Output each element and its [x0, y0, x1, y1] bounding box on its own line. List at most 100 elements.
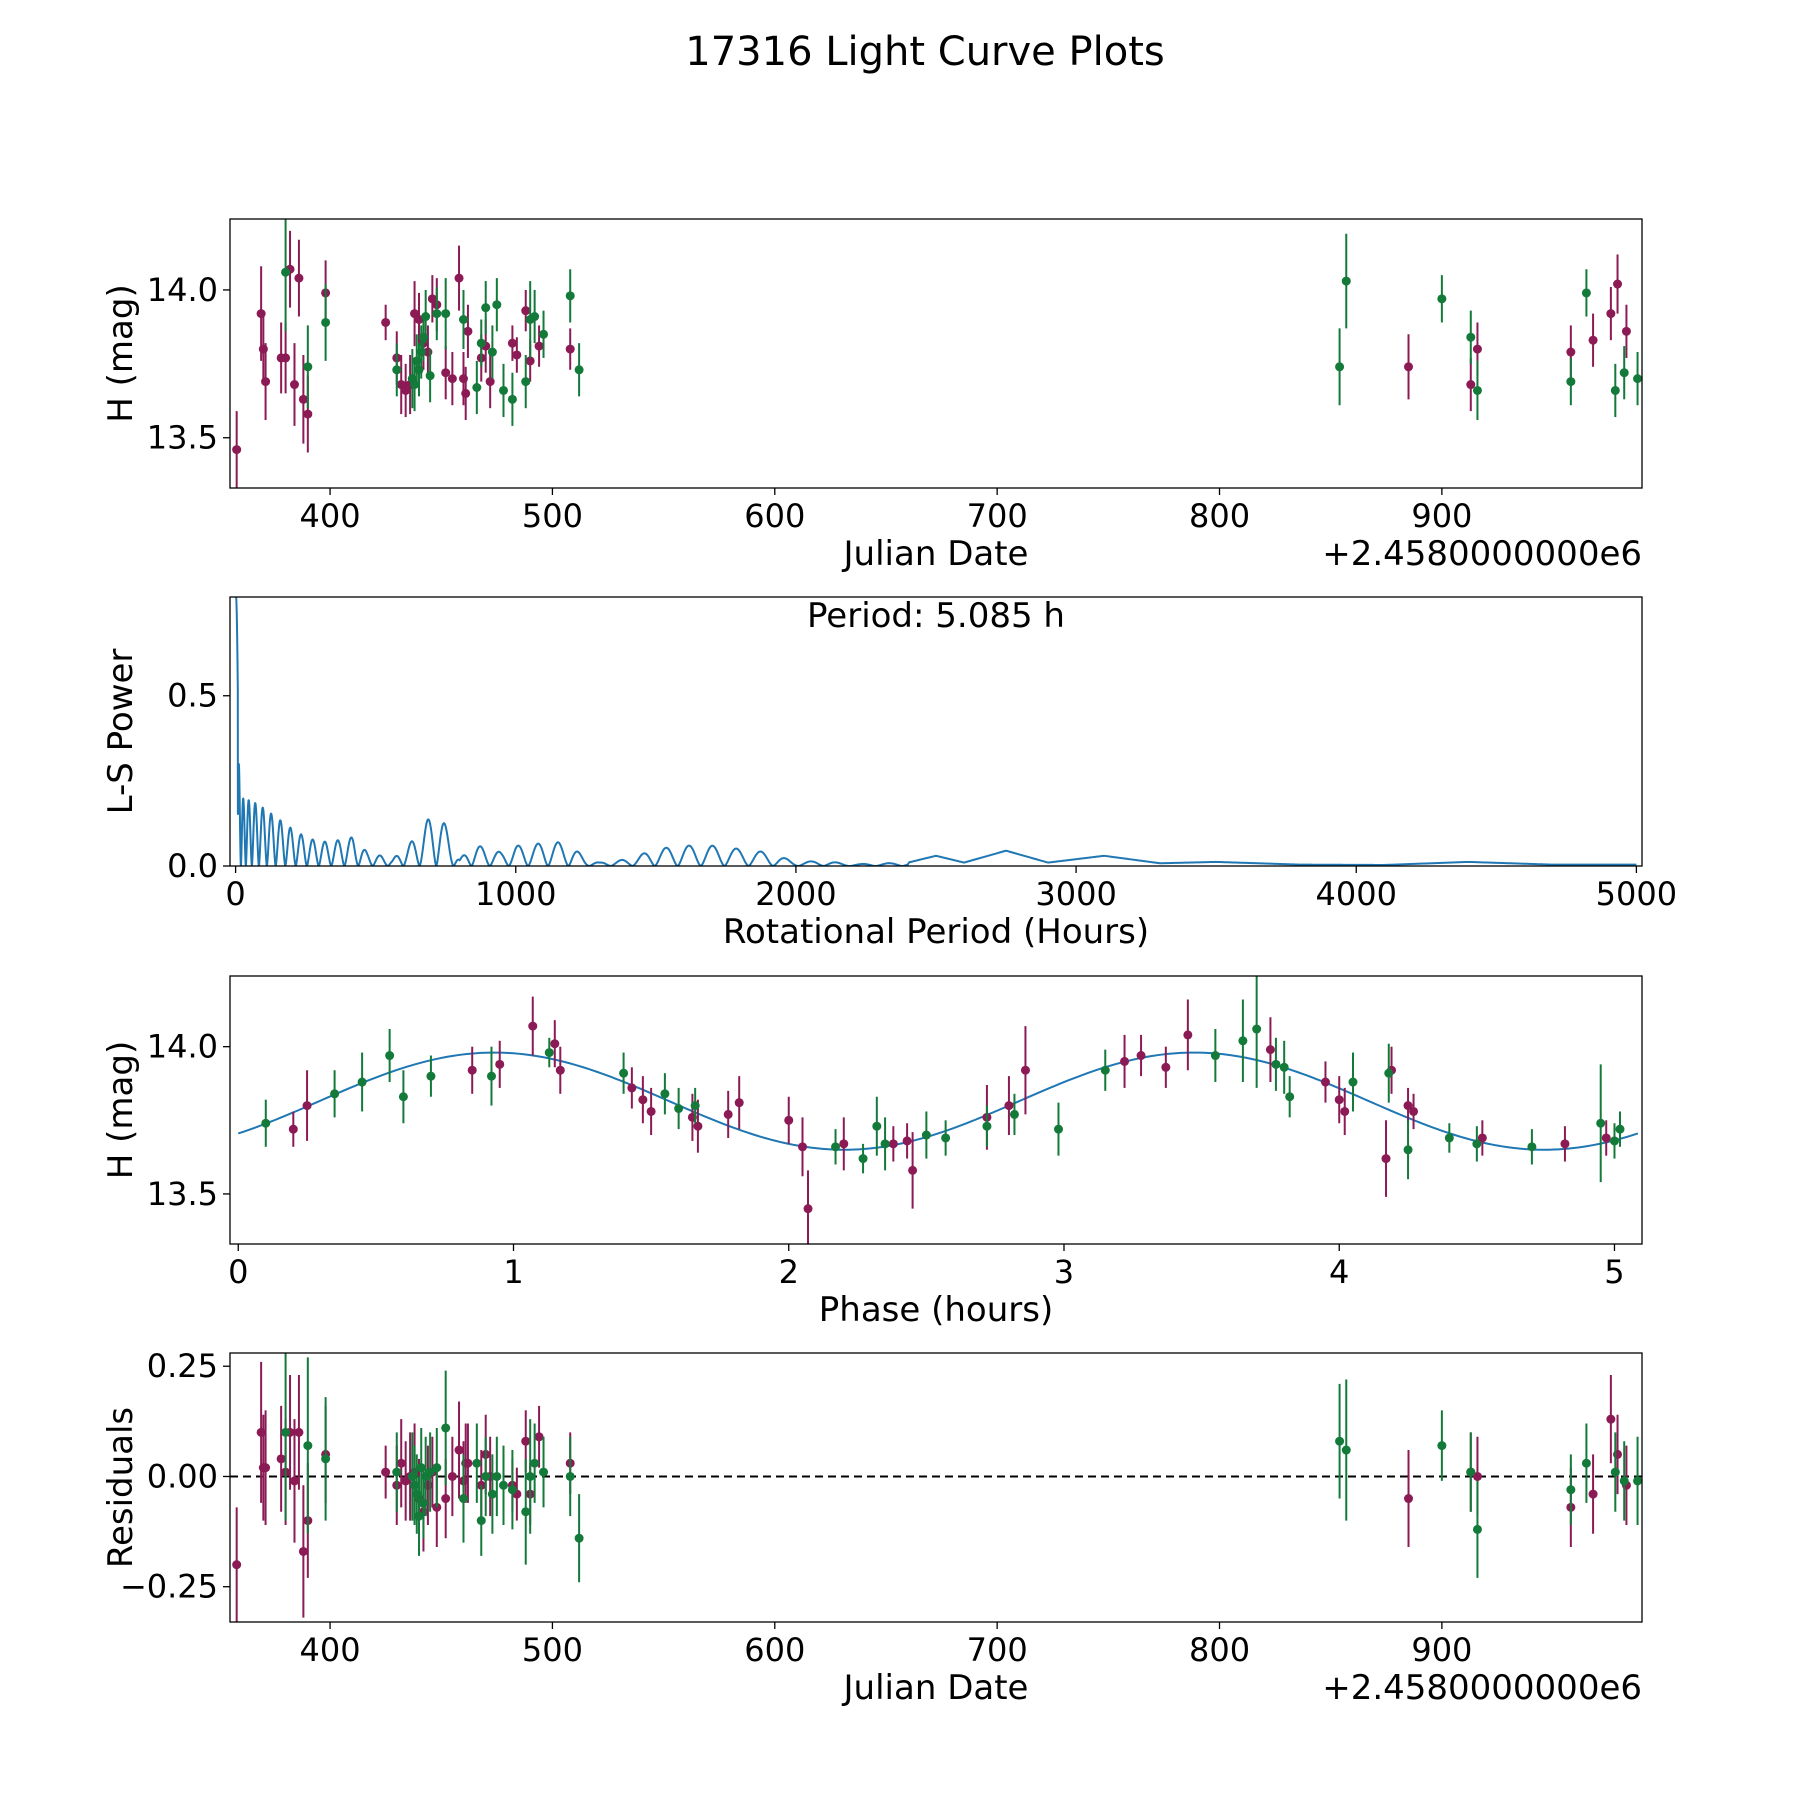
data-point	[289, 380, 299, 390]
data-point	[1466, 380, 1476, 390]
data-point	[1210, 1051, 1220, 1061]
x-tick-label: 3	[1054, 1253, 1074, 1291]
data-point	[627, 1083, 637, 1093]
data-point	[281, 1427, 291, 1437]
data-point	[261, 377, 271, 387]
light-curve-panel: 400 500 600 700 800 900 13.5 14.0 Julian Date H (…	[101, 218, 1643, 574]
data-point	[1633, 1476, 1642, 1486]
data-point	[521, 1436, 531, 1446]
data-point	[481, 303, 491, 313]
residuals-panel: 400 500 600 700 800 900 0.25 0.00 −0.25 Julian Da…	[101, 1347, 1643, 1708]
data-point	[1472, 1524, 1482, 1534]
x-tick-label: 2000	[755, 875, 836, 913]
data-point	[298, 394, 308, 404]
data-point	[426, 1071, 436, 1081]
y-tick-label: 13.5	[147, 419, 218, 457]
x-offset-label: +2.4580000000e6	[1322, 1668, 1642, 1708]
x-tick-label: 500	[522, 1631, 583, 1669]
data-point	[880, 1139, 890, 1149]
data-point	[1348, 1077, 1358, 1087]
residuals-frame	[229, 1352, 1643, 1623]
periodogram-frame	[229, 596, 1643, 867]
data-point	[321, 317, 331, 327]
data-point	[487, 1489, 497, 1499]
x-tick-label: 4	[1329, 1253, 1349, 1291]
x-tick-label: 1000	[475, 875, 556, 913]
y-tick-label: 14.0	[147, 271, 218, 309]
data-point	[902, 1136, 912, 1146]
data-point	[1566, 377, 1576, 387]
data-point	[463, 1458, 473, 1468]
data-point	[294, 1427, 304, 1437]
data-point	[476, 1516, 486, 1526]
data-point	[303, 409, 313, 419]
data-point	[1334, 1095, 1344, 1105]
figure-title: 17316 Light Curve Plots	[685, 29, 1164, 75]
data-point	[1588, 335, 1598, 345]
x-axis-label: Julian Date	[842, 1668, 1029, 1708]
x-tick-label: 1	[503, 1253, 523, 1291]
data-point	[512, 350, 522, 360]
x-tick-label: 900	[1411, 497, 1472, 535]
data-point	[1609, 1136, 1619, 1146]
x-axis-label: Phase (hours)	[819, 1290, 1053, 1330]
data-point	[414, 1511, 424, 1521]
data-point	[646, 1106, 656, 1116]
data-point	[1581, 1458, 1591, 1468]
data-point	[281, 353, 291, 363]
data-point	[1610, 1467, 1620, 1477]
data-point	[1020, 1065, 1030, 1075]
x-tick-label: 3000	[1035, 875, 1116, 913]
data-point	[1466, 332, 1476, 342]
data-point	[447, 1471, 457, 1481]
x-tick-label: 800	[1189, 1631, 1250, 1669]
data-point	[357, 1077, 367, 1087]
data-point	[1596, 1118, 1606, 1128]
data-point	[492, 300, 502, 310]
x-tick-label: 0	[225, 875, 245, 913]
data-point	[1381, 1154, 1391, 1164]
data-point	[232, 1560, 242, 1570]
x-tick-label: 800	[1189, 497, 1250, 535]
data-point	[1472, 385, 1482, 395]
data-point	[574, 365, 584, 375]
data-point	[1581, 288, 1591, 298]
data-point	[481, 1471, 491, 1481]
data-point	[1161, 1062, 1171, 1072]
data-point	[565, 344, 575, 354]
data-point	[544, 1048, 554, 1058]
data-point	[396, 1458, 406, 1468]
data-point	[1265, 1045, 1275, 1055]
data-point	[1335, 1436, 1345, 1446]
x-axis-label: Rotational Period (Hours)	[723, 912, 1149, 952]
data-point	[1279, 1062, 1289, 1072]
data-point	[674, 1104, 684, 1114]
light-curve-frame	[229, 218, 1643, 489]
data-point	[521, 306, 531, 316]
data-point	[534, 341, 544, 351]
data-point	[1437, 294, 1447, 304]
data-point	[921, 1130, 931, 1140]
y-tick-label: 0.0	[167, 847, 218, 885]
x-tick-label: 400	[300, 497, 361, 535]
data-point	[550, 1039, 560, 1049]
data-point	[432, 309, 442, 319]
data-point	[1053, 1124, 1063, 1134]
data-point	[1472, 344, 1482, 354]
data-point	[261, 1463, 271, 1473]
data-point	[858, 1154, 868, 1164]
data-point	[839, 1139, 849, 1149]
data-point	[1472, 1139, 1482, 1149]
data-point	[1619, 1476, 1629, 1486]
y-axis-label: L-S Power	[101, 649, 141, 815]
data-point	[1606, 1414, 1616, 1424]
data-point	[421, 312, 431, 322]
y-axis-label: H (mag)	[101, 1041, 141, 1179]
data-point	[1527, 1142, 1537, 1152]
data-point	[441, 1423, 451, 1433]
data-point	[1613, 279, 1623, 289]
data-point	[1403, 1101, 1413, 1111]
data-point	[565, 291, 575, 301]
data-point	[872, 1121, 882, 1131]
